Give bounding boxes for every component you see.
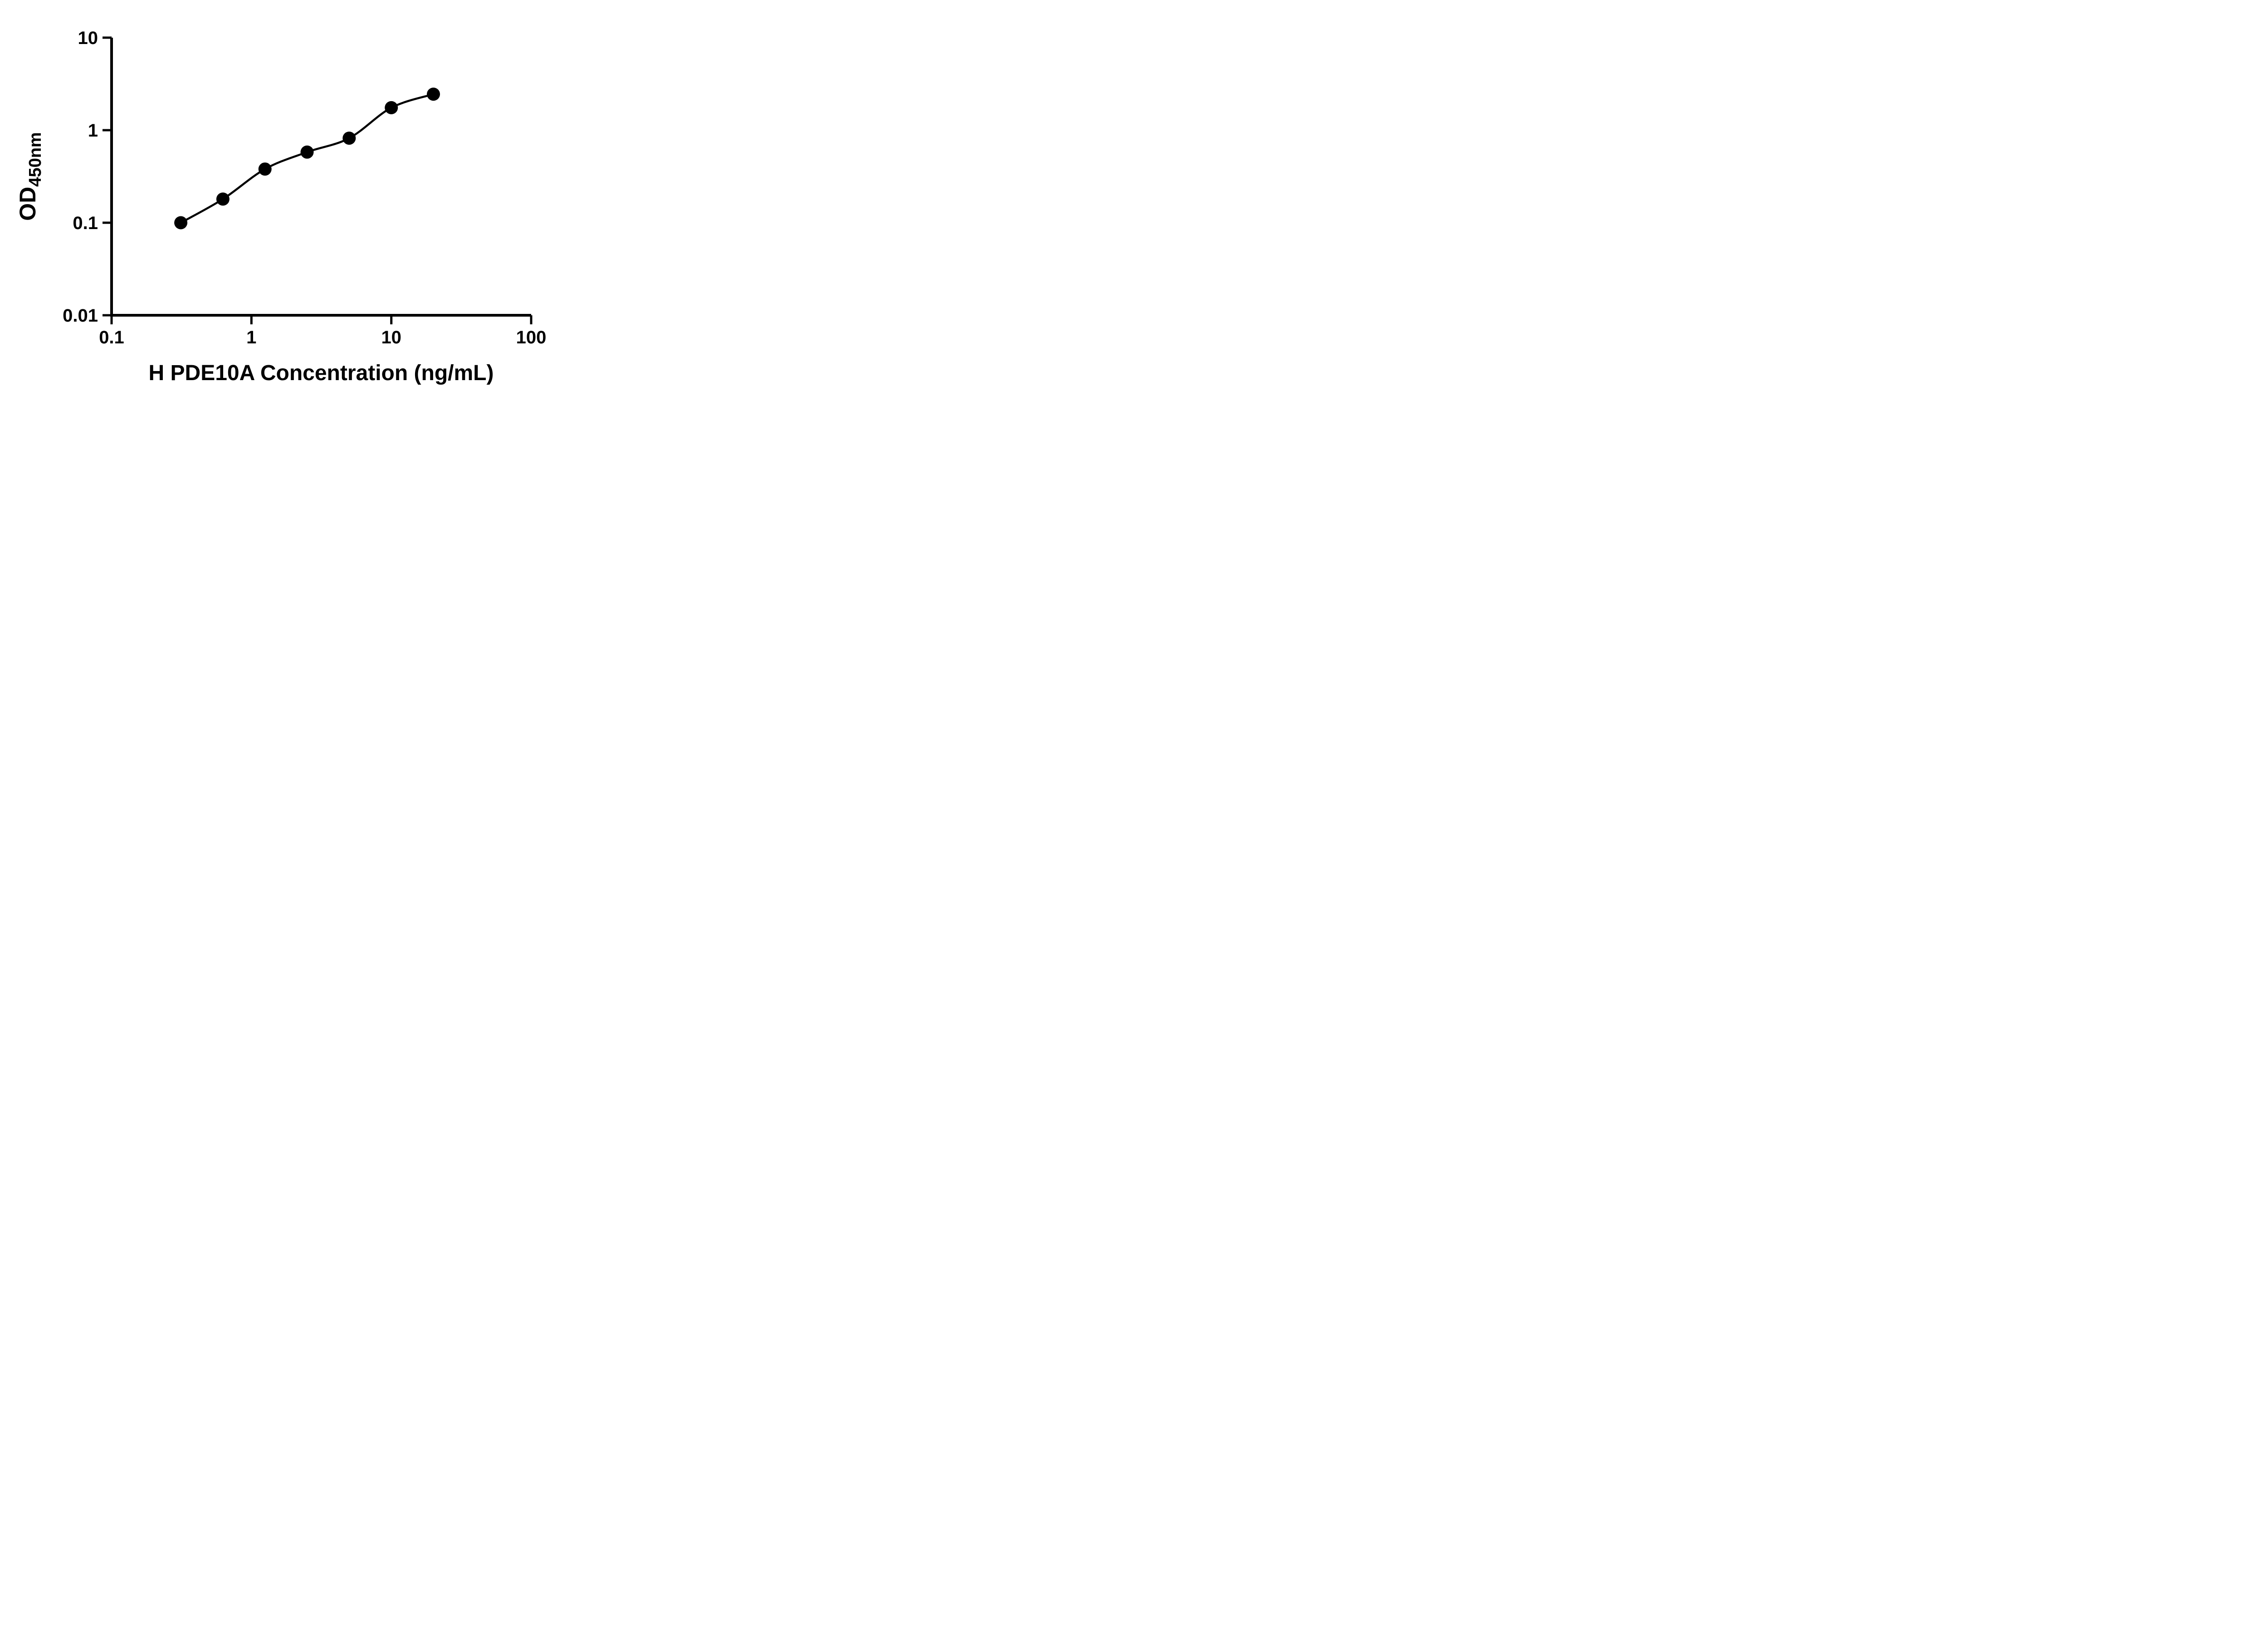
data-point <box>385 101 398 114</box>
x-tick-label: 1 <box>246 328 256 347</box>
y-axis-title: OD450nm <box>15 132 45 220</box>
data-point <box>427 88 440 101</box>
y-tick-label: 0.1 <box>73 213 98 233</box>
x-tick-label: 10 <box>381 328 401 347</box>
y-axis-title-sub: 450nm <box>26 132 45 186</box>
y-axis-title-main: OD <box>15 187 40 221</box>
x-tick-label: 0.1 <box>99 328 124 347</box>
y-tick-label: 10 <box>78 28 98 48</box>
data-point <box>342 132 356 145</box>
data-point <box>300 145 314 159</box>
data-point <box>258 162 272 176</box>
x-tick-label: 100 <box>516 328 547 347</box>
axes <box>110 38 531 317</box>
y-tick-label: 0.01 <box>63 306 98 326</box>
y-tick-label: 1 <box>88 121 98 141</box>
elisa-standard-curve-figure: 0.1 1 10 100 0.01 0.1 1 10 H PDE10A Concentrati… <box>0 0 583 408</box>
data-point <box>216 192 230 206</box>
data-point <box>174 216 188 230</box>
x-axis-title: H PDE10A Concentration (ng/mL) <box>149 361 494 385</box>
